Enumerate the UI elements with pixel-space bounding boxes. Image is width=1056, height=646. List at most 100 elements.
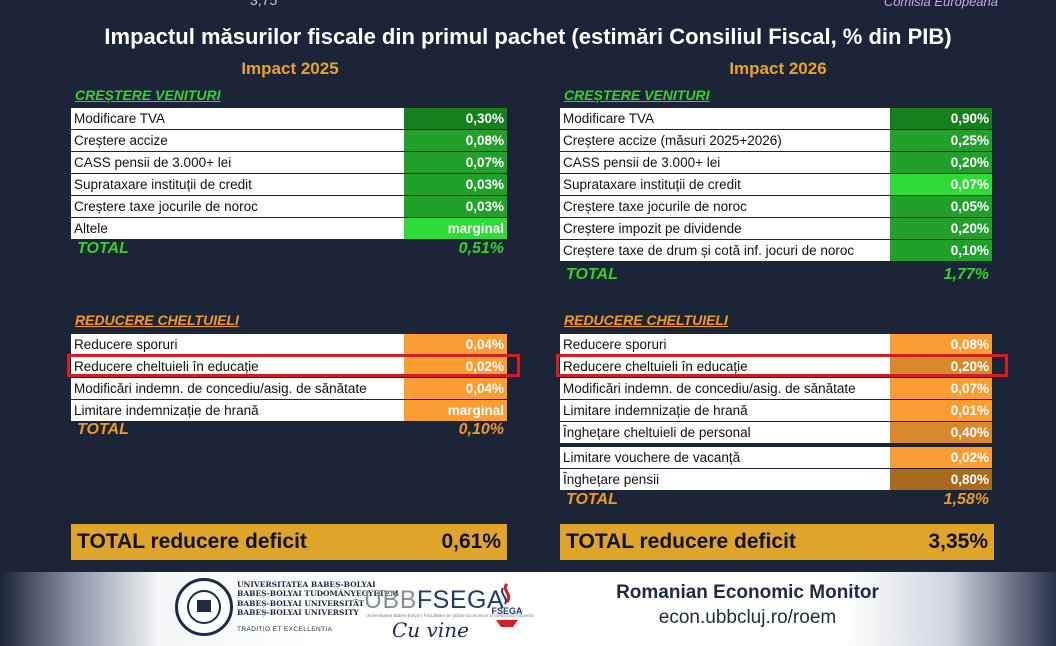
deficit-value: 0,61% bbox=[441, 530, 501, 553]
row-label: Modificări indemn. de concediu/asig. de … bbox=[560, 378, 890, 399]
table-row: Limitare indemnizație de hrană 0,01% bbox=[560, 400, 992, 422]
row-value: 0,07% bbox=[890, 174, 992, 195]
row-label: Înghețare cheltuieli de personal bbox=[560, 422, 890, 443]
table-row: Suprataxare instituții de credit 0,03% bbox=[71, 174, 507, 196]
total-label: TOTAL bbox=[77, 240, 129, 257]
highlight-box-2026 bbox=[556, 354, 1008, 377]
table-row: Creștere taxe jocurile de noroc 0,05% bbox=[560, 196, 992, 218]
row-label: Creștere taxe jocurile de noroc bbox=[560, 196, 890, 217]
table-row: Modificări indemn. de concediu/asig. de … bbox=[560, 378, 992, 400]
table-row: Creștere impozit pe dividende 0,20% bbox=[560, 218, 992, 240]
row-value: 0,07% bbox=[404, 152, 507, 173]
total-value: 1,58% bbox=[943, 491, 989, 508]
row-value: 0,08% bbox=[890, 334, 992, 355]
corner-number: 3,75 bbox=[250, 0, 278, 8]
logo-subtitle: Universitatea Babeș-Bolyai | Facultatea … bbox=[366, 613, 535, 618]
total-revenue-2026: TOTAL 1,77% bbox=[566, 266, 992, 286]
table-row: CASS pensii de 3.000+ lei 0,07% bbox=[71, 152, 507, 174]
row-label: Suprataxare instituții de credit bbox=[560, 174, 890, 195]
fsega-emblem-icon: FSEGA bbox=[491, 582, 523, 627]
table-row: Limitare vouchere de vacanță 0,02% bbox=[560, 447, 992, 469]
row-label: Reducere sporuri bbox=[560, 334, 890, 355]
table-row: Modificare TVA 0,90% bbox=[560, 108, 992, 130]
logo-script: Cu vine bbox=[392, 618, 469, 642]
row-value: 0,03% bbox=[404, 196, 507, 217]
table-row: Reducere cheltuieli în educație 0,20% bbox=[560, 356, 992, 378]
row-value: 0,04% bbox=[404, 378, 507, 399]
table-row: Altele marginal bbox=[71, 218, 507, 240]
row-value: 0,30% bbox=[404, 108, 507, 129]
total-label: TOTAL bbox=[566, 266, 618, 283]
row-value: 0,80% bbox=[890, 469, 992, 490]
row-value: 0,07% bbox=[890, 378, 992, 399]
row-value: marginal bbox=[404, 218, 507, 239]
table-row: CASS pensii de 3.000+ lei 0,20% bbox=[560, 152, 992, 174]
table-row: Limitare indemnizație de hrană marginal bbox=[71, 400, 507, 422]
row-value: marginal bbox=[404, 400, 507, 421]
row-label: Creștere accize (măsuri 2025+2026) bbox=[560, 130, 890, 151]
row-label: Reducere cheltuieli în educație bbox=[560, 356, 890, 377]
total-spending-2026: TOTAL 1,58% bbox=[566, 491, 992, 511]
section-revenue-2026: CREȘTERE VENITURI bbox=[564, 87, 710, 103]
table-row: Reducere cheltuieli în educație 0,02% bbox=[71, 356, 507, 378]
total-label: TOTAL bbox=[566, 491, 618, 508]
row-label: CASS pensii de 3.000+ lei bbox=[560, 152, 890, 173]
row-label: Limitare indemnizație de hrană bbox=[560, 400, 890, 421]
section-spending-2025: REDUCERE CHELTUIELI bbox=[75, 312, 239, 328]
deficit-label: TOTAL reducere deficit bbox=[566, 530, 796, 553]
heading-impact-2026: Impact 2026 bbox=[729, 59, 827, 78]
deficit-total-2025: TOTAL reducere deficit 0,61% bbox=[71, 524, 507, 560]
row-label: Reducere cheltuieli în educație bbox=[71, 356, 404, 377]
footer-band: UNIVERSITATEA BABEȘ-BOLYAI BABEȘ-BOLYAI … bbox=[0, 572, 1056, 646]
row-label: Suprataxare instituții de credit bbox=[71, 174, 404, 195]
ubbfsega-logo: UBBFSEGA bbox=[364, 586, 505, 614]
row-value: 0,25% bbox=[890, 130, 992, 151]
table-row: Modificare TVA 0,30% bbox=[71, 108, 507, 130]
university-name: UNIVERSITATEA BABEȘ-BOLYAI BABEȘ-BOLYAI … bbox=[237, 580, 399, 617]
total-label: TOTAL bbox=[77, 421, 129, 438]
university-motto: TRADITIO ET EXCELLENTIA bbox=[237, 626, 333, 633]
deficit-label: TOTAL reducere deficit bbox=[77, 530, 307, 553]
highlight-box-2025 bbox=[67, 354, 520, 377]
row-label: Modificare TVA bbox=[560, 108, 890, 129]
row-label: Modificare TVA bbox=[71, 108, 404, 129]
row-label: Altele bbox=[71, 218, 404, 239]
row-label: Modificări indemn. de concediu/asig. de … bbox=[71, 378, 404, 399]
report-url[interactable]: econ.ubbcluj.ro/roem bbox=[658, 607, 837, 628]
row-label: Creștere taxe jocurile de noroc bbox=[71, 196, 404, 217]
table-row: Creștere taxe de drum și cotă inf. jocur… bbox=[560, 240, 992, 262]
section-spending-2026: REDUCERE CHELTUIELI bbox=[564, 312, 728, 328]
row-value: 0,05% bbox=[890, 196, 992, 217]
row-value: 0,90% bbox=[890, 108, 992, 129]
table-row: Suprataxare instituții de credit 0,07% bbox=[560, 174, 992, 196]
table-row: Înghețare pensii 0,80% bbox=[560, 469, 992, 491]
table-row: Creștere accize (măsuri 2025+2026) 0,25% bbox=[560, 130, 992, 152]
table-row: Reducere sporuri 0,04% bbox=[71, 334, 507, 356]
row-value: 0,02% bbox=[890, 447, 992, 468]
total-value: 1,77% bbox=[943, 266, 989, 283]
row-label: Reducere sporuri bbox=[71, 334, 404, 355]
source-note: Comisia Europeană bbox=[883, 0, 998, 9]
table-row: Înghețare cheltuieli de personal 0,40% bbox=[560, 422, 992, 444]
row-value: 0,04% bbox=[404, 334, 507, 355]
university-seal-icon bbox=[175, 578, 233, 636]
table-row: Reducere sporuri 0,08% bbox=[560, 334, 992, 356]
table-row: Creștere accize 0,08% bbox=[71, 130, 507, 152]
total-revenue-2025: TOTAL 0,51% bbox=[77, 240, 507, 260]
table-row: Creștere taxe jocurile de noroc 0,03% bbox=[71, 196, 507, 218]
row-value: 0,40% bbox=[890, 422, 992, 443]
row-value: 0,03% bbox=[404, 174, 507, 195]
row-label: Limitare indemnizație de hrană bbox=[71, 400, 404, 421]
section-revenue-2025: CREȘTERE VENITURI bbox=[75, 87, 221, 103]
row-value: 0,20% bbox=[890, 356, 992, 377]
total-value: 0,10% bbox=[458, 421, 504, 438]
row-label: Creștere impozit pe dividende bbox=[560, 218, 890, 239]
svg-text:FSEGA: FSEGA bbox=[491, 606, 523, 616]
heading-impact-2025: Impact 2025 bbox=[241, 59, 339, 78]
row-value: 0,20% bbox=[890, 218, 992, 239]
row-label: Înghețare pensii bbox=[560, 469, 890, 490]
row-label: CASS pensii de 3.000+ lei bbox=[71, 152, 404, 173]
total-spending-2025: TOTAL 0,10% bbox=[77, 421, 507, 441]
row-value: 0,08% bbox=[404, 130, 507, 151]
row-value: 0,02% bbox=[404, 356, 507, 377]
